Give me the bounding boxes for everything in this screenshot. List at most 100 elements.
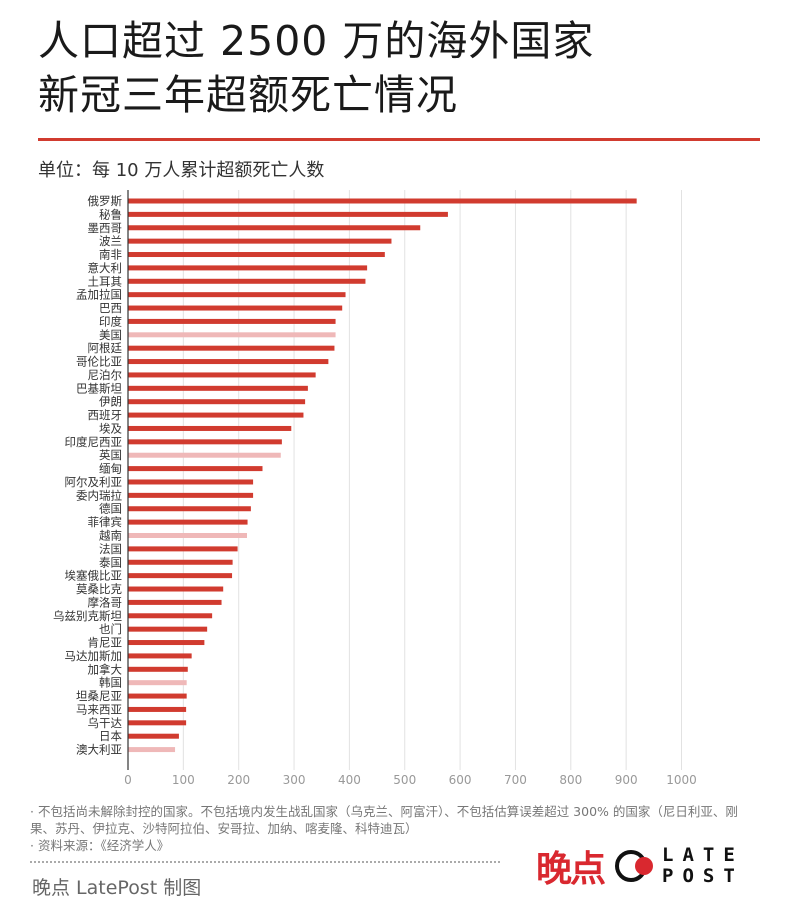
bar <box>128 666 188 672</box>
category-label: 也门 <box>99 622 122 636</box>
category-label: 菲律宾 <box>88 515 123 529</box>
category-label: 美国 <box>99 328 122 342</box>
logo-circle-icon <box>615 850 654 882</box>
title-line-2: 新冠三年超额死亡情况 <box>38 71 458 119</box>
category-label: 南非 <box>99 248 122 262</box>
bar <box>128 399 306 405</box>
chart-title: 人口超过 2500 万的海外国家 新冠三年超额死亡情况 <box>38 14 594 122</box>
category-label: 澳大利亚 <box>76 743 122 757</box>
bar <box>128 359 329 365</box>
bar <box>128 733 179 739</box>
category-label: 泰国 <box>99 555 122 569</box>
category-label: 德国 <box>99 502 122 516</box>
category-label: 尼泊尔 <box>88 368 123 382</box>
category-label: 马达加斯加 <box>65 649 123 663</box>
category-label: 英国 <box>99 448 122 462</box>
bar <box>128 439 282 445</box>
category-label: 秘鲁 <box>99 207 122 221</box>
bar <box>128 305 343 311</box>
bar <box>128 479 254 485</box>
bar <box>128 653 192 659</box>
title-divider <box>38 138 760 141</box>
logo-en-line1: LATE <box>662 844 744 866</box>
category-label: 哥伦比亚 <box>76 355 122 369</box>
x-tick-label: 100 <box>172 773 195 787</box>
bar <box>128 265 368 271</box>
bar <box>128 706 187 712</box>
x-tick-label: 300 <box>283 773 306 787</box>
bar <box>128 345 335 351</box>
x-tick-label: 800 <box>559 773 582 787</box>
bar <box>128 225 421 231</box>
footnote-exclusions: · 不包括尚未解除封控的国家。不包括境内发生战乱国家（乌克兰、阿富汗）、不包括估… <box>30 804 738 836</box>
x-tick-label: 600 <box>449 773 472 787</box>
bar <box>128 747 176 753</box>
category-label: 缅甸 <box>99 462 122 476</box>
bar <box>128 506 251 512</box>
bar <box>128 198 637 204</box>
category-label: 巴基斯坦 <box>76 381 122 395</box>
x-tick-label: 1000 <box>666 773 697 787</box>
bar <box>128 211 448 217</box>
x-tick-label: 0 <box>124 773 132 787</box>
bar <box>128 680 187 686</box>
category-label: 阿根廷 <box>88 341 123 355</box>
category-label: 韩国 <box>99 676 122 690</box>
x-tick-label: 900 <box>615 773 638 787</box>
category-label: 埃及 <box>99 421 122 435</box>
logo-en-line2: POST <box>662 865 744 887</box>
credit: 晚点 LatePost 制图 <box>32 877 202 899</box>
category-label: 印度尼西亚 <box>65 435 123 449</box>
x-tick-label: 700 <box>504 773 527 787</box>
bar <box>128 546 238 552</box>
category-label: 肯尼亚 <box>88 636 123 650</box>
category-label: 乌兹别克斯坦 <box>53 609 122 623</box>
category-label: 摩洛哥 <box>88 595 123 609</box>
bar <box>128 425 292 431</box>
bar <box>128 599 222 605</box>
footnotes: · 不包括尚未解除封控的国家。不包括境内发生战乱国家（乌克兰、阿富汗）、不包括估… <box>30 803 750 854</box>
bar <box>128 693 187 699</box>
unit-label: 单位：每 10 万人累计超额死亡人数 <box>38 160 325 181</box>
bar <box>128 466 263 472</box>
category-label: 巴西 <box>99 301 122 315</box>
bar <box>128 278 366 284</box>
bar <box>128 586 224 592</box>
bar <box>128 385 308 391</box>
bar <box>128 332 336 338</box>
x-tick-label: 400 <box>338 773 361 787</box>
bar <box>128 412 304 418</box>
category-label: 莫桑比克 <box>76 582 122 596</box>
category-label: 印度 <box>99 314 122 328</box>
category-label: 伊朗 <box>99 395 122 409</box>
category-label: 波兰 <box>99 234 122 248</box>
bar <box>128 519 248 525</box>
bar <box>128 452 281 458</box>
bar <box>128 492 254 498</box>
category-label: 越南 <box>99 529 122 543</box>
category-label: 马来西亚 <box>76 702 122 716</box>
category-label: 埃塞俄比亚 <box>65 569 123 583</box>
logo-english: LATE POST <box>662 845 744 887</box>
x-tick-label: 500 <box>393 773 416 787</box>
bar <box>128 626 208 632</box>
bar <box>128 292 346 298</box>
bar <box>128 573 233 579</box>
bar <box>128 372 316 378</box>
logo-chinese: 晚点 <box>536 849 606 890</box>
footer-divider <box>30 861 500 863</box>
bar <box>128 533 248 538</box>
bar <box>128 238 392 244</box>
category-label: 乌干达 <box>88 716 123 730</box>
category-label: 孟加拉国 <box>76 288 122 302</box>
category-label: 法国 <box>99 542 122 556</box>
category-label: 阿尔及利亚 <box>65 475 123 489</box>
category-label: 委内瑞拉 <box>76 488 122 502</box>
x-tick-label: 200 <box>227 773 250 787</box>
bar <box>128 613 213 619</box>
category-label: 土耳其 <box>88 274 123 288</box>
bar-chart: 0 100 200 300 400 500 600 700 800 900 1000 俄罗斯秘鲁墨西哥… <box>53 190 697 787</box>
category-label: 日本 <box>99 729 122 743</box>
bar <box>128 318 336 324</box>
category-label: 墨西哥 <box>88 221 123 235</box>
